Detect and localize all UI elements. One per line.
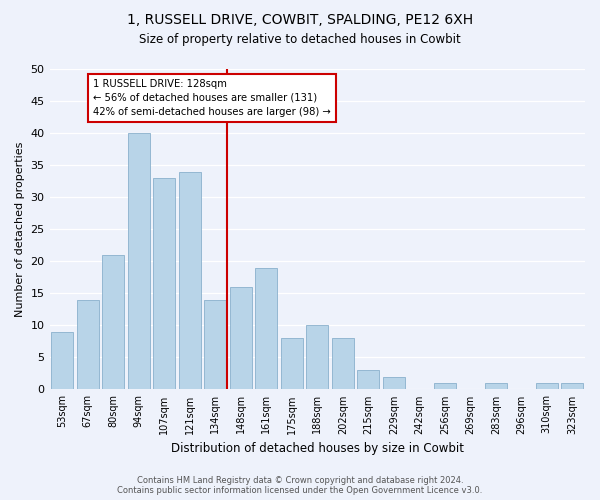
Bar <box>562 383 583 390</box>
Text: 1 RUSSELL DRIVE: 128sqm
← 56% of detached houses are smaller (131)
42% of semi-d: 1 RUSSELL DRIVE: 128sqm ← 56% of detache… <box>93 78 331 116</box>
Bar <box>230 287 251 390</box>
Text: Size of property relative to detached houses in Cowbit: Size of property relative to detached ho… <box>139 32 461 46</box>
Bar <box>307 326 328 390</box>
Bar <box>179 172 200 390</box>
Bar <box>383 376 404 390</box>
Bar <box>536 383 557 390</box>
Bar <box>281 338 302 390</box>
Bar <box>332 338 353 390</box>
Bar <box>358 370 379 390</box>
Bar <box>485 383 506 390</box>
Bar <box>154 178 175 390</box>
Bar <box>52 332 73 390</box>
Bar <box>103 255 124 390</box>
Bar <box>77 300 98 390</box>
Bar <box>205 300 226 390</box>
Bar <box>434 383 455 390</box>
Bar <box>128 133 149 390</box>
Bar <box>256 268 277 390</box>
Text: 1, RUSSELL DRIVE, COWBIT, SPALDING, PE12 6XH: 1, RUSSELL DRIVE, COWBIT, SPALDING, PE12… <box>127 12 473 26</box>
Y-axis label: Number of detached properties: Number of detached properties <box>15 142 25 317</box>
X-axis label: Distribution of detached houses by size in Cowbit: Distribution of detached houses by size … <box>171 442 464 455</box>
Text: Contains HM Land Registry data © Crown copyright and database right 2024.
Contai: Contains HM Land Registry data © Crown c… <box>118 476 482 495</box>
